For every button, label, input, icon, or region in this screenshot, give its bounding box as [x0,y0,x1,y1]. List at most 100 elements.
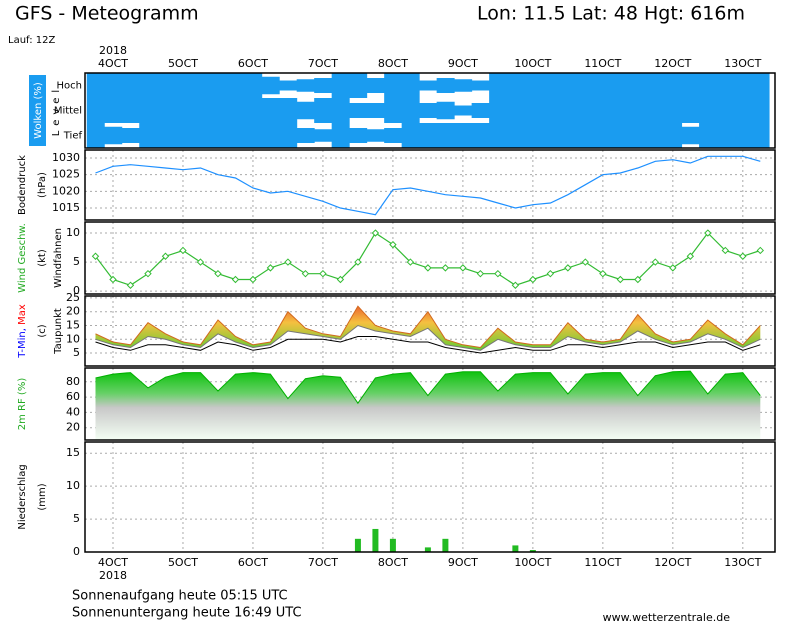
wind-marker [511,281,520,289]
cloud-cell [541,98,560,123]
wind-marker [144,269,152,278]
panel-frame [84,367,776,441]
cloud-cell [629,98,648,123]
y-axis-label-part: 2m RF (%) [17,378,28,431]
x-tick-label-top: 8OCT [378,57,408,70]
cloud-cell [646,123,665,148]
cloud-cell [699,123,718,148]
cloud-cell [716,73,735,98]
wind-marker [126,281,135,289]
cloud-cell [86,98,105,123]
y-axis-label-part: T-Min, [17,328,28,359]
panel-frame [84,221,776,295]
cloud-cell [471,103,490,118]
cloud-level-name: Tief [63,131,83,142]
cloud-cell [524,73,543,98]
y-axis-label-part: Bodendruck [17,155,28,215]
x-tick-label-top: 5OCT [168,57,198,70]
y-axis-label: T-Min, Max [17,304,28,359]
cloud-cell [139,73,158,98]
cloud-cell [191,123,210,148]
cloud-cell [506,73,525,98]
cloud-cell [121,73,140,98]
wind-marker [179,246,187,255]
y-axis-label: Bodendruck [17,155,28,215]
cloud-cell [524,98,543,123]
cloud-cell [279,80,298,91]
cloud-cell [174,98,193,123]
wind-marker [529,275,537,284]
cloud-cell [121,128,140,143]
cloud-cell [226,123,245,148]
cloud-cell [489,123,508,148]
wind-marker [616,275,625,284]
y-axis-unit: (kt) [37,249,48,267]
cloud-cell [471,123,490,148]
cloud-cell [751,98,770,123]
x-tick-label-top: 7OCT [308,57,338,70]
cloud-cell [384,98,403,123]
cloud-cell [629,123,648,148]
cloud-cell [419,123,438,148]
x-tick-label-top: 9OCT [448,57,478,70]
y-axis-label-part: Wind Geschw. [17,223,28,293]
panel-frame [84,72,776,149]
x-tick-label-bottom: 10OCT [514,556,551,569]
cloud-cell [629,73,648,98]
cloud-cell [349,103,368,118]
wind-marker [109,275,117,284]
cloud-cell [331,123,350,148]
cloud-cell [664,123,683,148]
x-tick-label-bottom: 11OCT [584,556,621,569]
panel-background [85,222,775,294]
cloud-cell [454,105,473,116]
wind-marker [669,264,677,272]
x-tick-label-bottom: 12OCT [654,556,691,569]
wind-marker [476,269,485,278]
x-tick-label-bottom: 8OCT [378,556,408,569]
year-top: 2018 [99,44,127,57]
cloud-cell [261,76,280,95]
wind-marker [721,246,730,255]
y-axis-label-part: Niederschlag [17,464,28,529]
temp-line [95,305,761,349]
cloud-cell [699,73,718,98]
cloud-cell [86,123,105,148]
wind-marker [686,252,695,260]
sunset: Sonnenuntergang heute 16:49 UTC [72,606,302,621]
wind-marker [389,240,397,249]
cloud-cell [734,123,753,148]
cloud-cell [664,98,683,123]
cloud-cell [261,123,280,148]
y-axis-unit: (mm) [37,483,48,510]
cloud-cell [156,123,175,148]
cloud-cell [576,73,595,98]
cloud-cell [104,126,123,145]
wind-marker [756,246,765,255]
cloud-cell [104,98,123,123]
run: Lauf: 12Z [8,35,55,46]
wind-marker [354,258,362,266]
precip-bar [389,538,396,552]
cloud-cell [226,98,245,123]
cloud-cell [349,73,368,98]
humidity-line [95,370,761,405]
precip-bar [512,545,519,552]
wind-marker [301,269,310,278]
cloud-cell [349,128,368,143]
cloud-cell [751,73,770,98]
precip-bar [424,547,431,552]
cloud-cell [489,73,508,98]
cloud-cell [436,123,455,148]
y-tick-label: 15 [66,318,80,331]
cloud-cell [436,78,455,93]
cloud-cell [646,98,665,123]
x-tick-label-bottom: 5OCT [168,556,198,569]
y-tick-label: 1020 [52,184,80,197]
cloud-cell [314,129,333,142]
cloud-cell [734,73,753,98]
cloud-cell [576,98,595,123]
cloud-cell [209,73,228,98]
y-tick-label: 0 [73,545,80,558]
